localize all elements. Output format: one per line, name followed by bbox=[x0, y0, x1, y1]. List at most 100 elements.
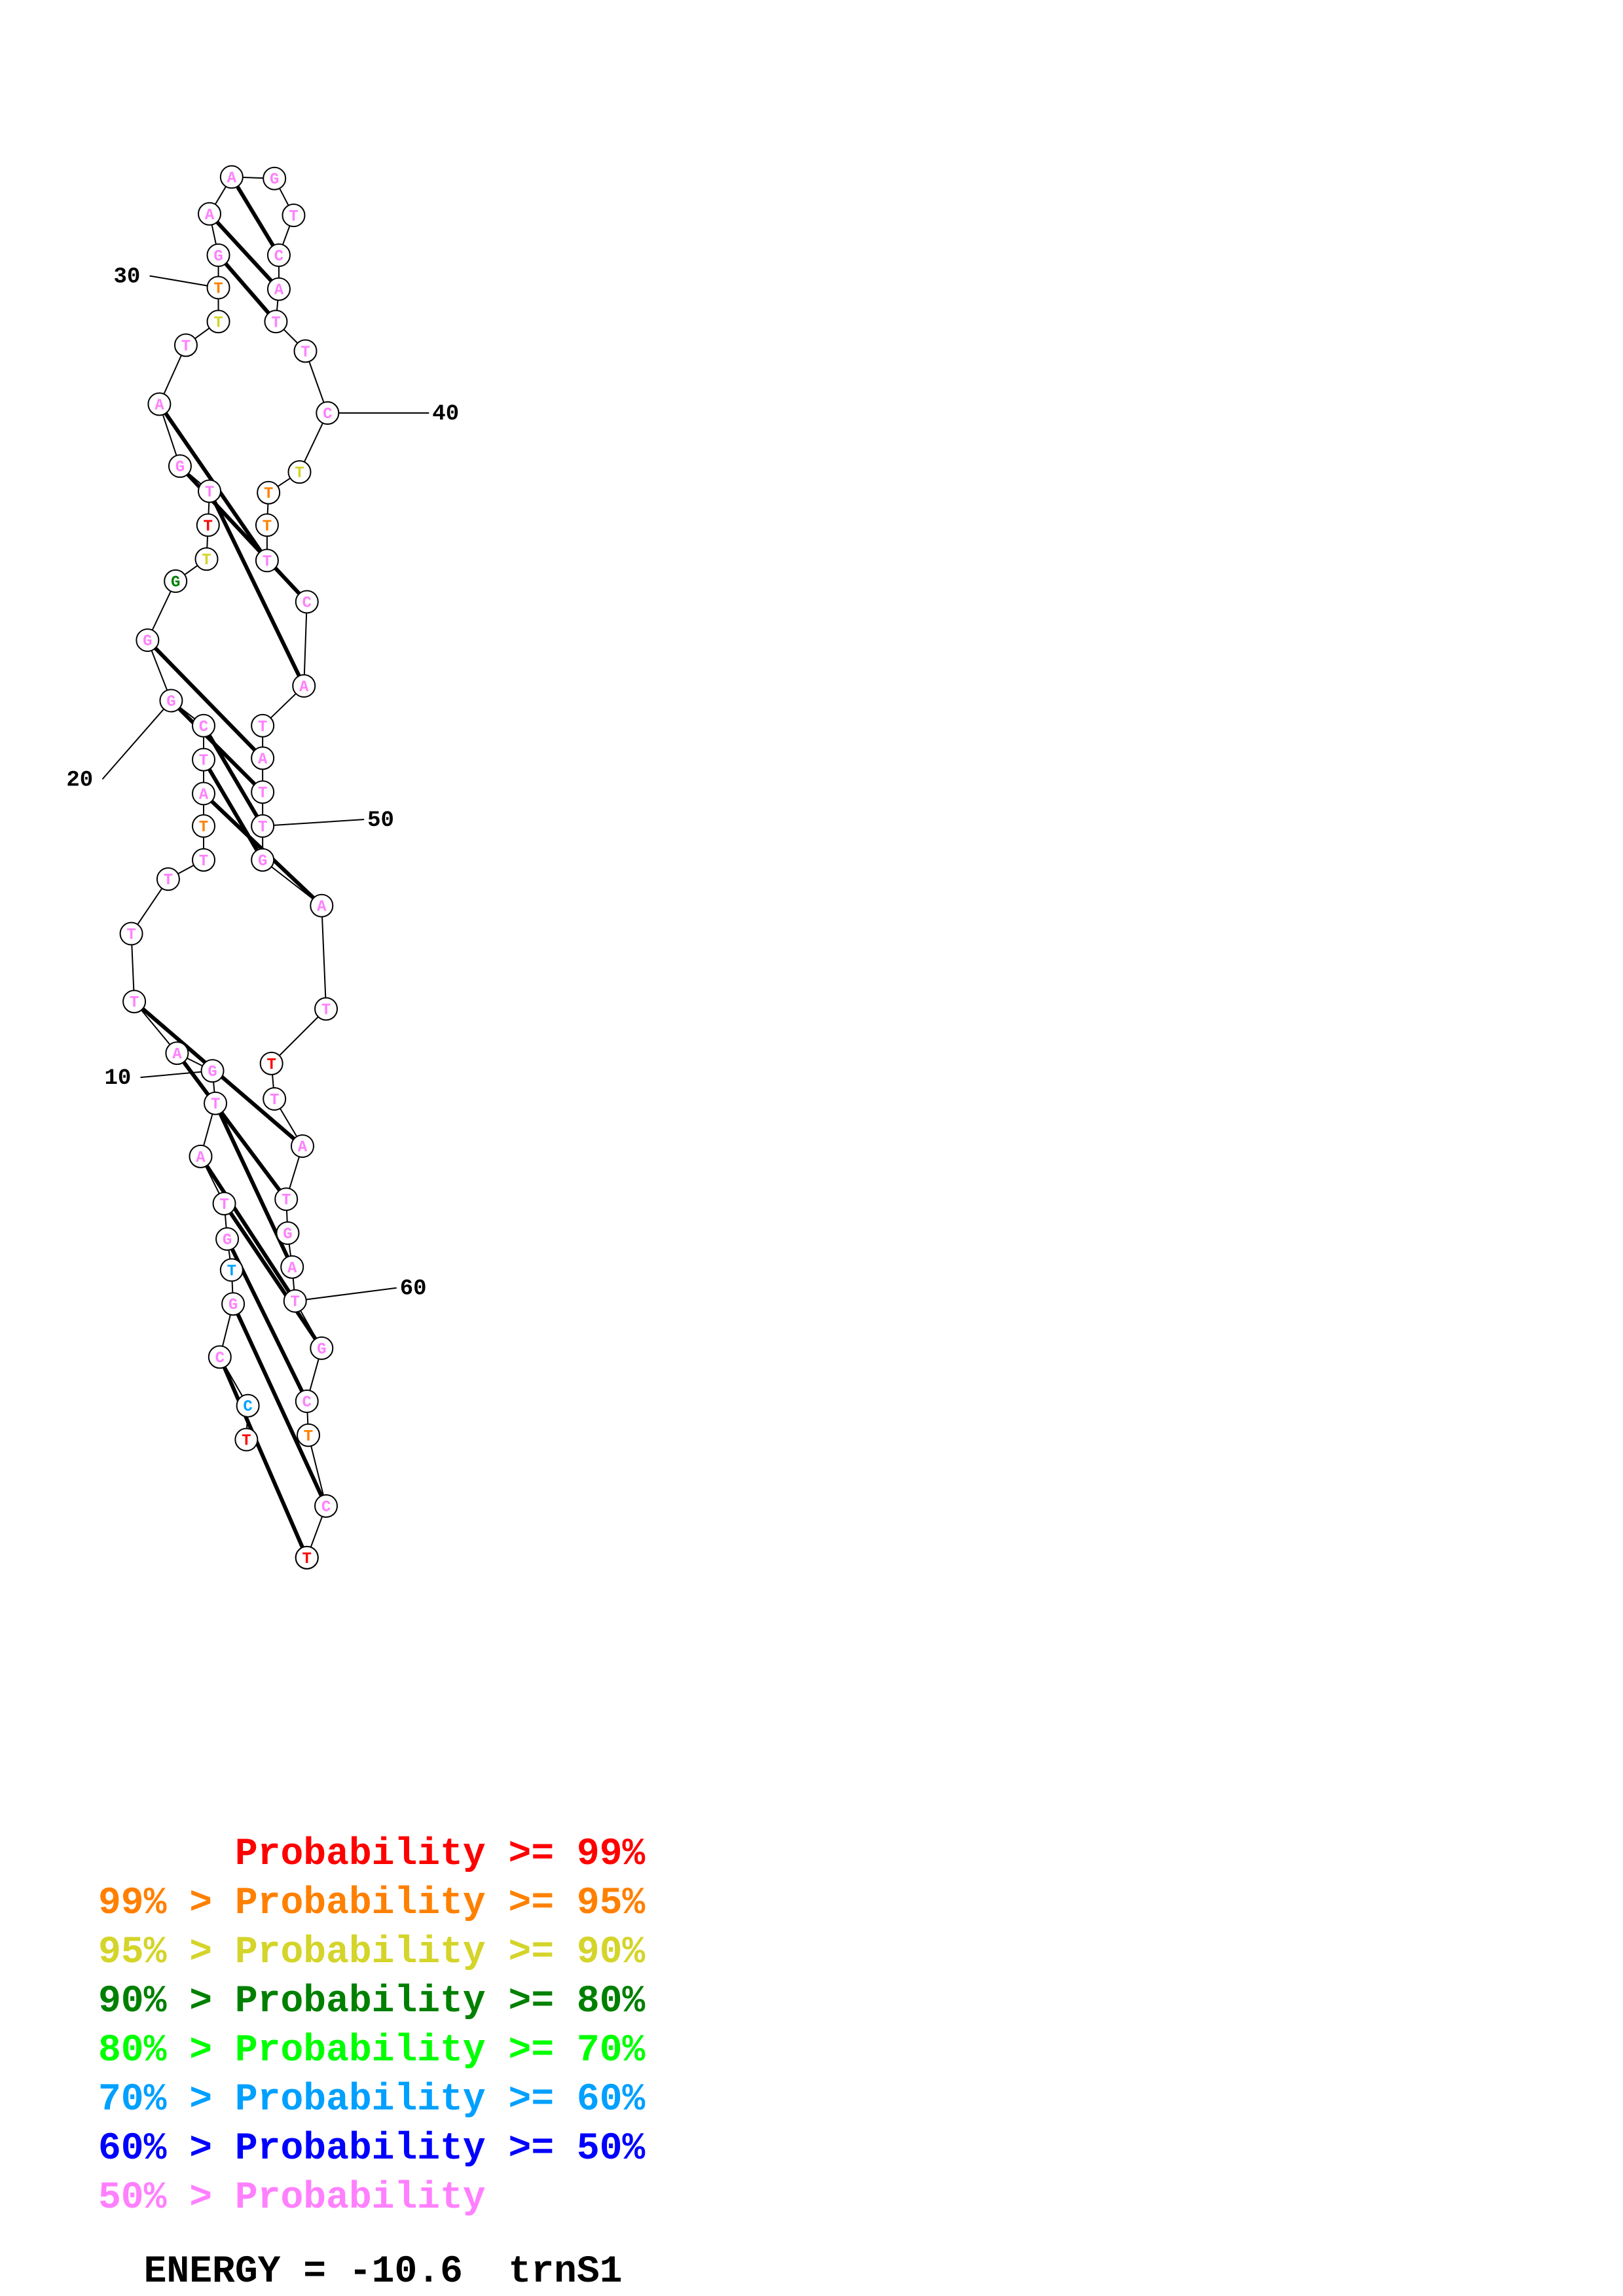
nucleotide-base: T bbox=[205, 484, 214, 501]
nucleotide: A bbox=[251, 746, 275, 770]
nucleotide: T bbox=[264, 310, 288, 334]
nucleotide: A bbox=[189, 1144, 213, 1168]
position-label: 50 bbox=[367, 808, 394, 833]
nucleotide-circle bbox=[192, 848, 216, 872]
nucleotide-circle bbox=[136, 628, 160, 653]
nucleotide: T bbox=[206, 276, 230, 300]
nucleotide: T bbox=[297, 1423, 321, 1447]
nucleotide: A bbox=[266, 277, 291, 301]
base-pair-layer bbox=[133, 175, 328, 1559]
nucleotide-base: C bbox=[243, 1399, 252, 1416]
nucleotide: T bbox=[314, 997, 338, 1021]
nucleotide-circle bbox=[314, 997, 338, 1021]
nucleotide-circle bbox=[173, 333, 198, 357]
nucleotide-circle bbox=[164, 569, 188, 593]
position-label: 40 bbox=[432, 402, 459, 427]
nucleotide-base: T bbox=[270, 1092, 279, 1109]
nucleotide: T bbox=[263, 1086, 287, 1111]
nucleotide-base: C bbox=[199, 719, 208, 736]
nucleotide-base: T bbox=[181, 338, 191, 355]
nucleotide-base: A bbox=[274, 282, 284, 300]
nucleotide: T bbox=[212, 1191, 236, 1215]
nucleotide: T bbox=[173, 333, 198, 357]
nucleotide-circle bbox=[159, 689, 183, 713]
nucleotide: C bbox=[295, 590, 319, 614]
nucleotide: A bbox=[290, 1134, 314, 1158]
nucleotide-base: C bbox=[215, 1350, 225, 1367]
legend-row: 70% > Probability >= 60% bbox=[98, 2081, 645, 2119]
nucleotide: T bbox=[259, 1051, 283, 1075]
nucleotide-circle bbox=[263, 166, 287, 190]
nucleotide: A bbox=[165, 1041, 189, 1066]
nucleotide-circle bbox=[314, 1494, 338, 1518]
nucleotide-circle bbox=[276, 1221, 300, 1246]
nucleotide-base: G bbox=[213, 248, 223, 266]
nucleotide-base: T bbox=[263, 553, 272, 571]
nucleotide: C bbox=[208, 1345, 232, 1369]
nucleotide-circle bbox=[119, 922, 143, 946]
nucleotide-circle bbox=[192, 713, 216, 738]
nucleotide-base: T bbox=[227, 1263, 236, 1280]
nucleotide-base: T bbox=[213, 314, 223, 332]
nucleotide-circle bbox=[295, 590, 319, 614]
nucleotide-base: T bbox=[282, 1192, 291, 1210]
nucleotide-circle bbox=[295, 1545, 319, 1570]
nucleotide-circle bbox=[206, 310, 230, 334]
nucleotide-circle bbox=[251, 713, 275, 738]
nucleotide: T bbox=[204, 1091, 228, 1115]
position-label: 60 bbox=[400, 1277, 427, 1302]
nucleotide-base: T bbox=[301, 344, 310, 361]
nucleotide-circle bbox=[266, 243, 291, 267]
legend-row: 50% > Probability bbox=[98, 2179, 486, 2217]
nucleotide-circle bbox=[196, 513, 220, 537]
nucleotide-circle bbox=[255, 548, 279, 573]
nucleotide-base: T bbox=[295, 465, 304, 482]
nucleotide: T bbox=[198, 479, 222, 503]
nucleotide-circle bbox=[198, 479, 222, 503]
nucleotide-circle bbox=[168, 454, 192, 478]
base-pair-bond bbox=[170, 699, 264, 794]
legend-prefix: 50% > bbox=[98, 2177, 235, 2219]
nucleotide-base: G bbox=[223, 1232, 232, 1249]
nucleotide: T bbox=[206, 310, 230, 334]
nucleotide-base: G bbox=[175, 459, 185, 476]
nucleotide-base: C bbox=[323, 406, 332, 423]
nucleotide: T bbox=[251, 713, 275, 738]
nucleotide-base: A bbox=[258, 751, 268, 768]
legend-row: 90% > Probability >= 80% bbox=[98, 1983, 645, 2021]
backbone-segment bbox=[321, 905, 327, 1009]
legend-label: Probability >= 99% bbox=[234, 1833, 646, 1876]
nucleotide-circle bbox=[206, 276, 230, 300]
legend-prefix: 70% > bbox=[98, 2079, 235, 2121]
nucleotide-base: G bbox=[270, 171, 279, 189]
nucleotide-base: A bbox=[298, 1139, 308, 1157]
position-label-leader bbox=[295, 1287, 397, 1302]
legend-label: Probability >= 90% bbox=[234, 1931, 646, 1974]
nucleotide: G bbox=[263, 166, 287, 190]
nucleotide-circle bbox=[282, 204, 306, 228]
legend-prefix: 95% > bbox=[98, 1931, 235, 1974]
nucleotide-circle bbox=[257, 480, 281, 505]
legend-label: Probability >= 95% bbox=[234, 1882, 646, 1925]
legend-label: Probability >= 50% bbox=[234, 2128, 646, 2170]
nucleotide-circle bbox=[251, 848, 275, 872]
base-pair-bond bbox=[218, 1356, 309, 1559]
nucleotide-circle bbox=[316, 401, 340, 425]
nucleotide: T bbox=[251, 814, 275, 838]
nucleotide-circle bbox=[208, 1345, 232, 1369]
nucleotide-base: C bbox=[321, 1499, 331, 1516]
nucleotide: T bbox=[257, 480, 281, 505]
nucleotide: G bbox=[251, 848, 275, 872]
nucleotide: T bbox=[251, 780, 275, 804]
nucleotide-base: G bbox=[171, 574, 180, 592]
nucleotide-circle bbox=[189, 1144, 213, 1168]
position-label: 30 bbox=[114, 264, 141, 289]
position-label: 20 bbox=[66, 768, 93, 793]
nucleotide: T bbox=[274, 1187, 299, 1211]
legend-label: Probability >= 70% bbox=[234, 2030, 646, 2072]
legend-label: Probability >= 60% bbox=[234, 2079, 646, 2121]
nucleotide: A bbox=[192, 781, 216, 806]
nucleotide-base: A bbox=[172, 1046, 182, 1064]
